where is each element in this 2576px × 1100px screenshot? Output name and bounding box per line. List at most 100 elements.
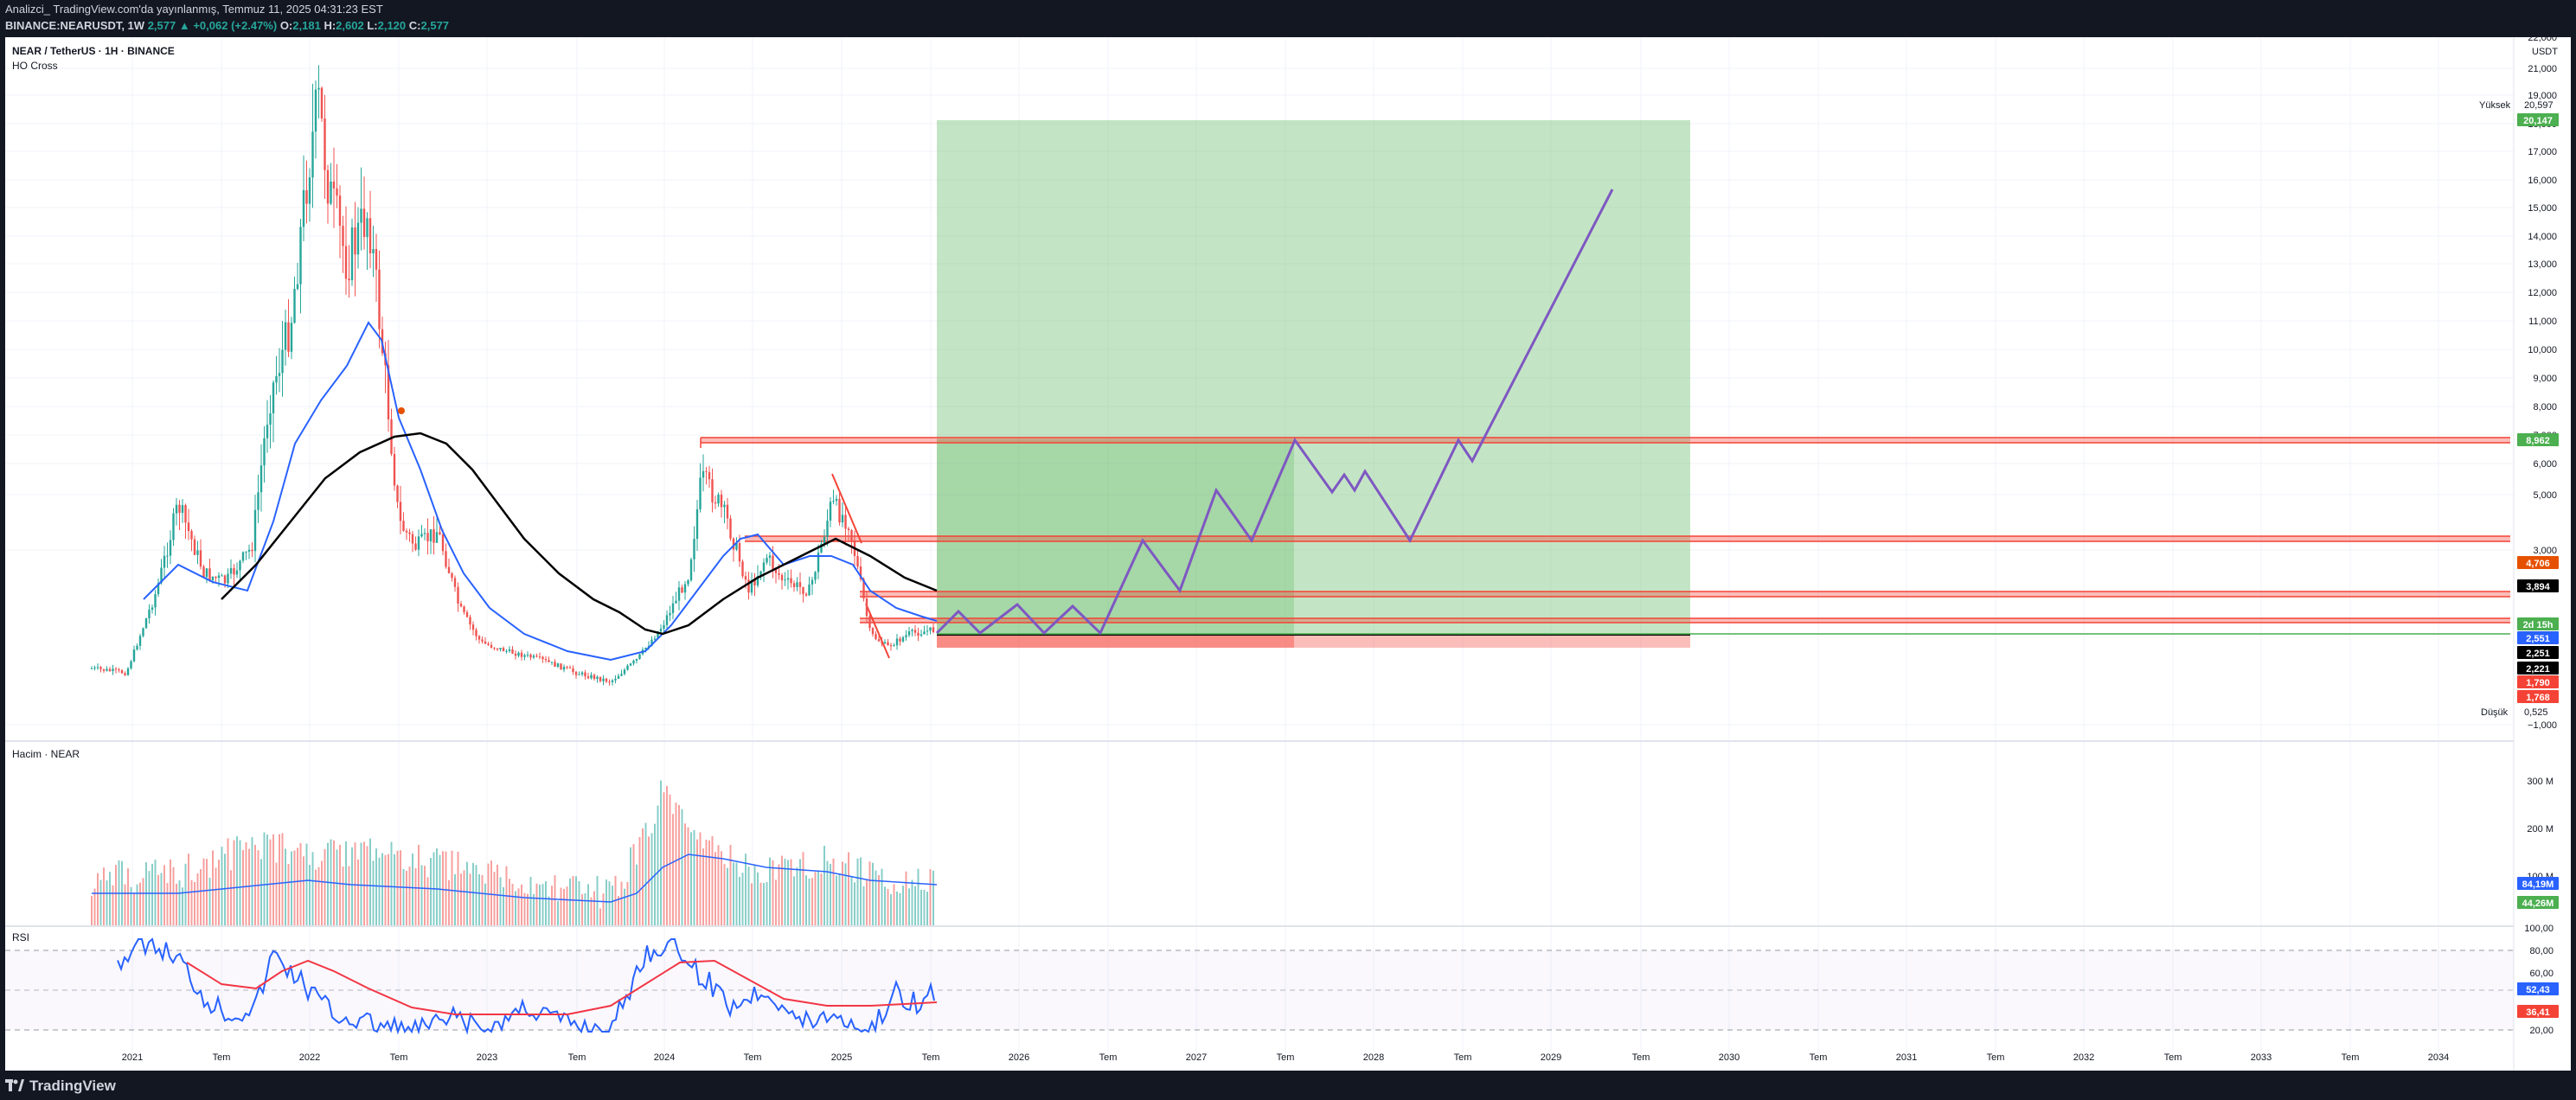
price-tick: 6,000	[2533, 459, 2557, 470]
ma-black-line	[221, 432, 938, 636]
time-label: 2024	[654, 1052, 675, 1063]
svg-text:1,790: 1,790	[2526, 678, 2550, 688]
tradingview-logo[interactable]: TradingView	[5, 1078, 116, 1095]
close-value: 2,577	[420, 19, 450, 32]
time-label: 2028	[1363, 1052, 1384, 1063]
time-label: Tem	[1632, 1052, 1650, 1063]
time-label: Tem	[1810, 1052, 1828, 1063]
price-tick: 11,000	[2528, 317, 2557, 327]
time-label: Tem	[744, 1052, 762, 1063]
price-tick: −1,000	[2528, 720, 2557, 731]
rsi-legend[interactable]: RSI	[12, 931, 29, 943]
volume-tick: 300 M	[2527, 777, 2554, 787]
svg-text:2,221: 2,221	[2526, 664, 2550, 675]
time-label: Tem	[1454, 1052, 1472, 1063]
cross-marker[interactable]	[398, 407, 405, 414]
time-label: 2027	[1186, 1052, 1207, 1063]
price-tick: 15,000	[2528, 203, 2557, 214]
svg-text:20,147: 20,147	[2523, 116, 2553, 126]
price-tick: 12,000	[2528, 288, 2557, 298]
price-badge: 3,894	[2517, 579, 2559, 592]
resistance-line-3894	[860, 592, 2510, 597]
time-label: 2032	[2073, 1052, 2094, 1063]
time-label: Tem	[213, 1052, 231, 1063]
price-badge: 2,551	[2517, 631, 2559, 644]
volume-badge: 44,26M	[2517, 896, 2559, 909]
open-value: 2,181	[292, 19, 321, 32]
time-label: Tem	[1987, 1052, 2005, 1063]
time-label: 2029	[1541, 1052, 1561, 1063]
stop-zone[interactable]	[937, 635, 1690, 648]
time-label: Tem	[922, 1052, 940, 1063]
time-label: 2022	[299, 1052, 320, 1063]
time-label: 2021	[122, 1052, 143, 1063]
time-label: 2023	[477, 1052, 497, 1063]
close-label: C:	[408, 19, 421, 32]
time-label: Tem	[2342, 1052, 2360, 1063]
last-price: 2,577	[147, 19, 176, 32]
price-tick: 17,000	[2528, 147, 2557, 157]
rsi-scale[interactable]: 100,00 80,00 60,00 20,00 52,43 36,41	[2517, 924, 2559, 1036]
rsi-badge: 52,43	[2517, 982, 2559, 995]
symbol-ohlc-line: BINANCE:NEARUSDT, 1W 2,577 ▲ +0,062 (+2.…	[5, 19, 449, 32]
price-badges: 20,147 8,962 4,706 3,894 2d 15h 2,551 2,251 2,2…	[2517, 113, 2559, 703]
price-scale[interactable]: 22,00021,00019,00018,00017,00016,00015,0…	[2528, 33, 2557, 731]
price-badge: 1,768	[2517, 690, 2559, 703]
price-tick: 9,000	[2533, 374, 2557, 384]
trend-line	[831, 473, 862, 544]
time-label: Tem	[390, 1052, 408, 1063]
ma-blue-line	[143, 321, 938, 662]
indicator-label[interactable]: HO Cross	[12, 60, 58, 72]
time-label: Tem	[568, 1052, 586, 1063]
volume-ma-line	[92, 854, 938, 903]
projection-path[interactable]	[935, 189, 1614, 636]
svg-text:2,551: 2,551	[2526, 634, 2550, 644]
svg-text:4,706: 4,706	[2526, 559, 2550, 569]
svg-text:3,894: 3,894	[2526, 582, 2550, 592]
volume-badge: 84,19M	[2517, 877, 2559, 890]
time-label: 2033	[2251, 1052, 2272, 1063]
chart-title[interactable]: NEAR / TetherUS · 1H · BINANCE	[12, 45, 175, 57]
price-badge: 4,706	[2517, 556, 2559, 569]
price-badge: 20,147	[2517, 113, 2559, 126]
high-marker-label: Yüksek	[2479, 100, 2511, 111]
footer-bar: TradingView	[0, 1071, 2576, 1100]
rsi-tick: 60,00	[2529, 969, 2554, 979]
price-badge: 1,790	[2517, 675, 2559, 688]
time-label: 2026	[1009, 1052, 1029, 1063]
price-tick: 22,000	[2528, 37, 2557, 43]
chart-canvas[interactable]: NEAR / TetherUS · 1H · BINANCE HO Cross …	[5, 33, 2571, 1071]
time-label: 2034	[2428, 1052, 2449, 1063]
svg-text:1,768: 1,768	[2526, 693, 2550, 703]
time-label: 2031	[1896, 1052, 1917, 1063]
symbol-info[interactable]: BINANCE:NEARUSDT, 1W	[5, 19, 145, 32]
rsi-tick: 20,00	[2529, 1026, 2554, 1036]
volume-legend[interactable]: Hacim · NEAR	[12, 748, 80, 760]
svg-text:84,19M: 84,19M	[2522, 879, 2554, 890]
svg-text:52,43: 52,43	[2526, 985, 2550, 995]
svg-text:2d 15h: 2d 15h	[2523, 620, 2554, 630]
low-label: L:	[367, 19, 378, 32]
chart-grid	[5, 36, 2514, 1053]
high-label: H:	[324, 19, 336, 32]
low-marker-value: 0,525	[2524, 707, 2548, 718]
time-axis[interactable]: 2021 Tem 2022 Tem 2023 Tem 2024 Tem 2025 Tem 2026 T…	[122, 1052, 2449, 1063]
low-value: 2,120	[377, 19, 407, 32]
low-marker-label: Düşük	[2481, 707, 2509, 718]
price-tick: 3,000	[2533, 546, 2557, 556]
resistance-lines[interactable]	[700, 437, 2510, 659]
rsi-tick: 100,00	[2524, 924, 2554, 934]
rsi-tick: 80,00	[2529, 946, 2554, 956]
time-label: 2025	[831, 1052, 852, 1063]
volume-bars	[91, 780, 934, 925]
svg-text:44,26M: 44,26M	[2522, 899, 2554, 909]
rsi-ma-line	[186, 959, 938, 1015]
resistance-line-2551	[860, 618, 2510, 623]
target-zone[interactable]	[937, 120, 1690, 635]
author-line: Analizci_ TradingView.com'da yayınlanmış…	[5, 3, 383, 16]
time-label: Tem	[1099, 1052, 1118, 1063]
svg-text:8,962: 8,962	[2526, 436, 2550, 446]
tradingview-logo-icon	[5, 1079, 24, 1091]
price-tick: 5,000	[2533, 490, 2557, 501]
